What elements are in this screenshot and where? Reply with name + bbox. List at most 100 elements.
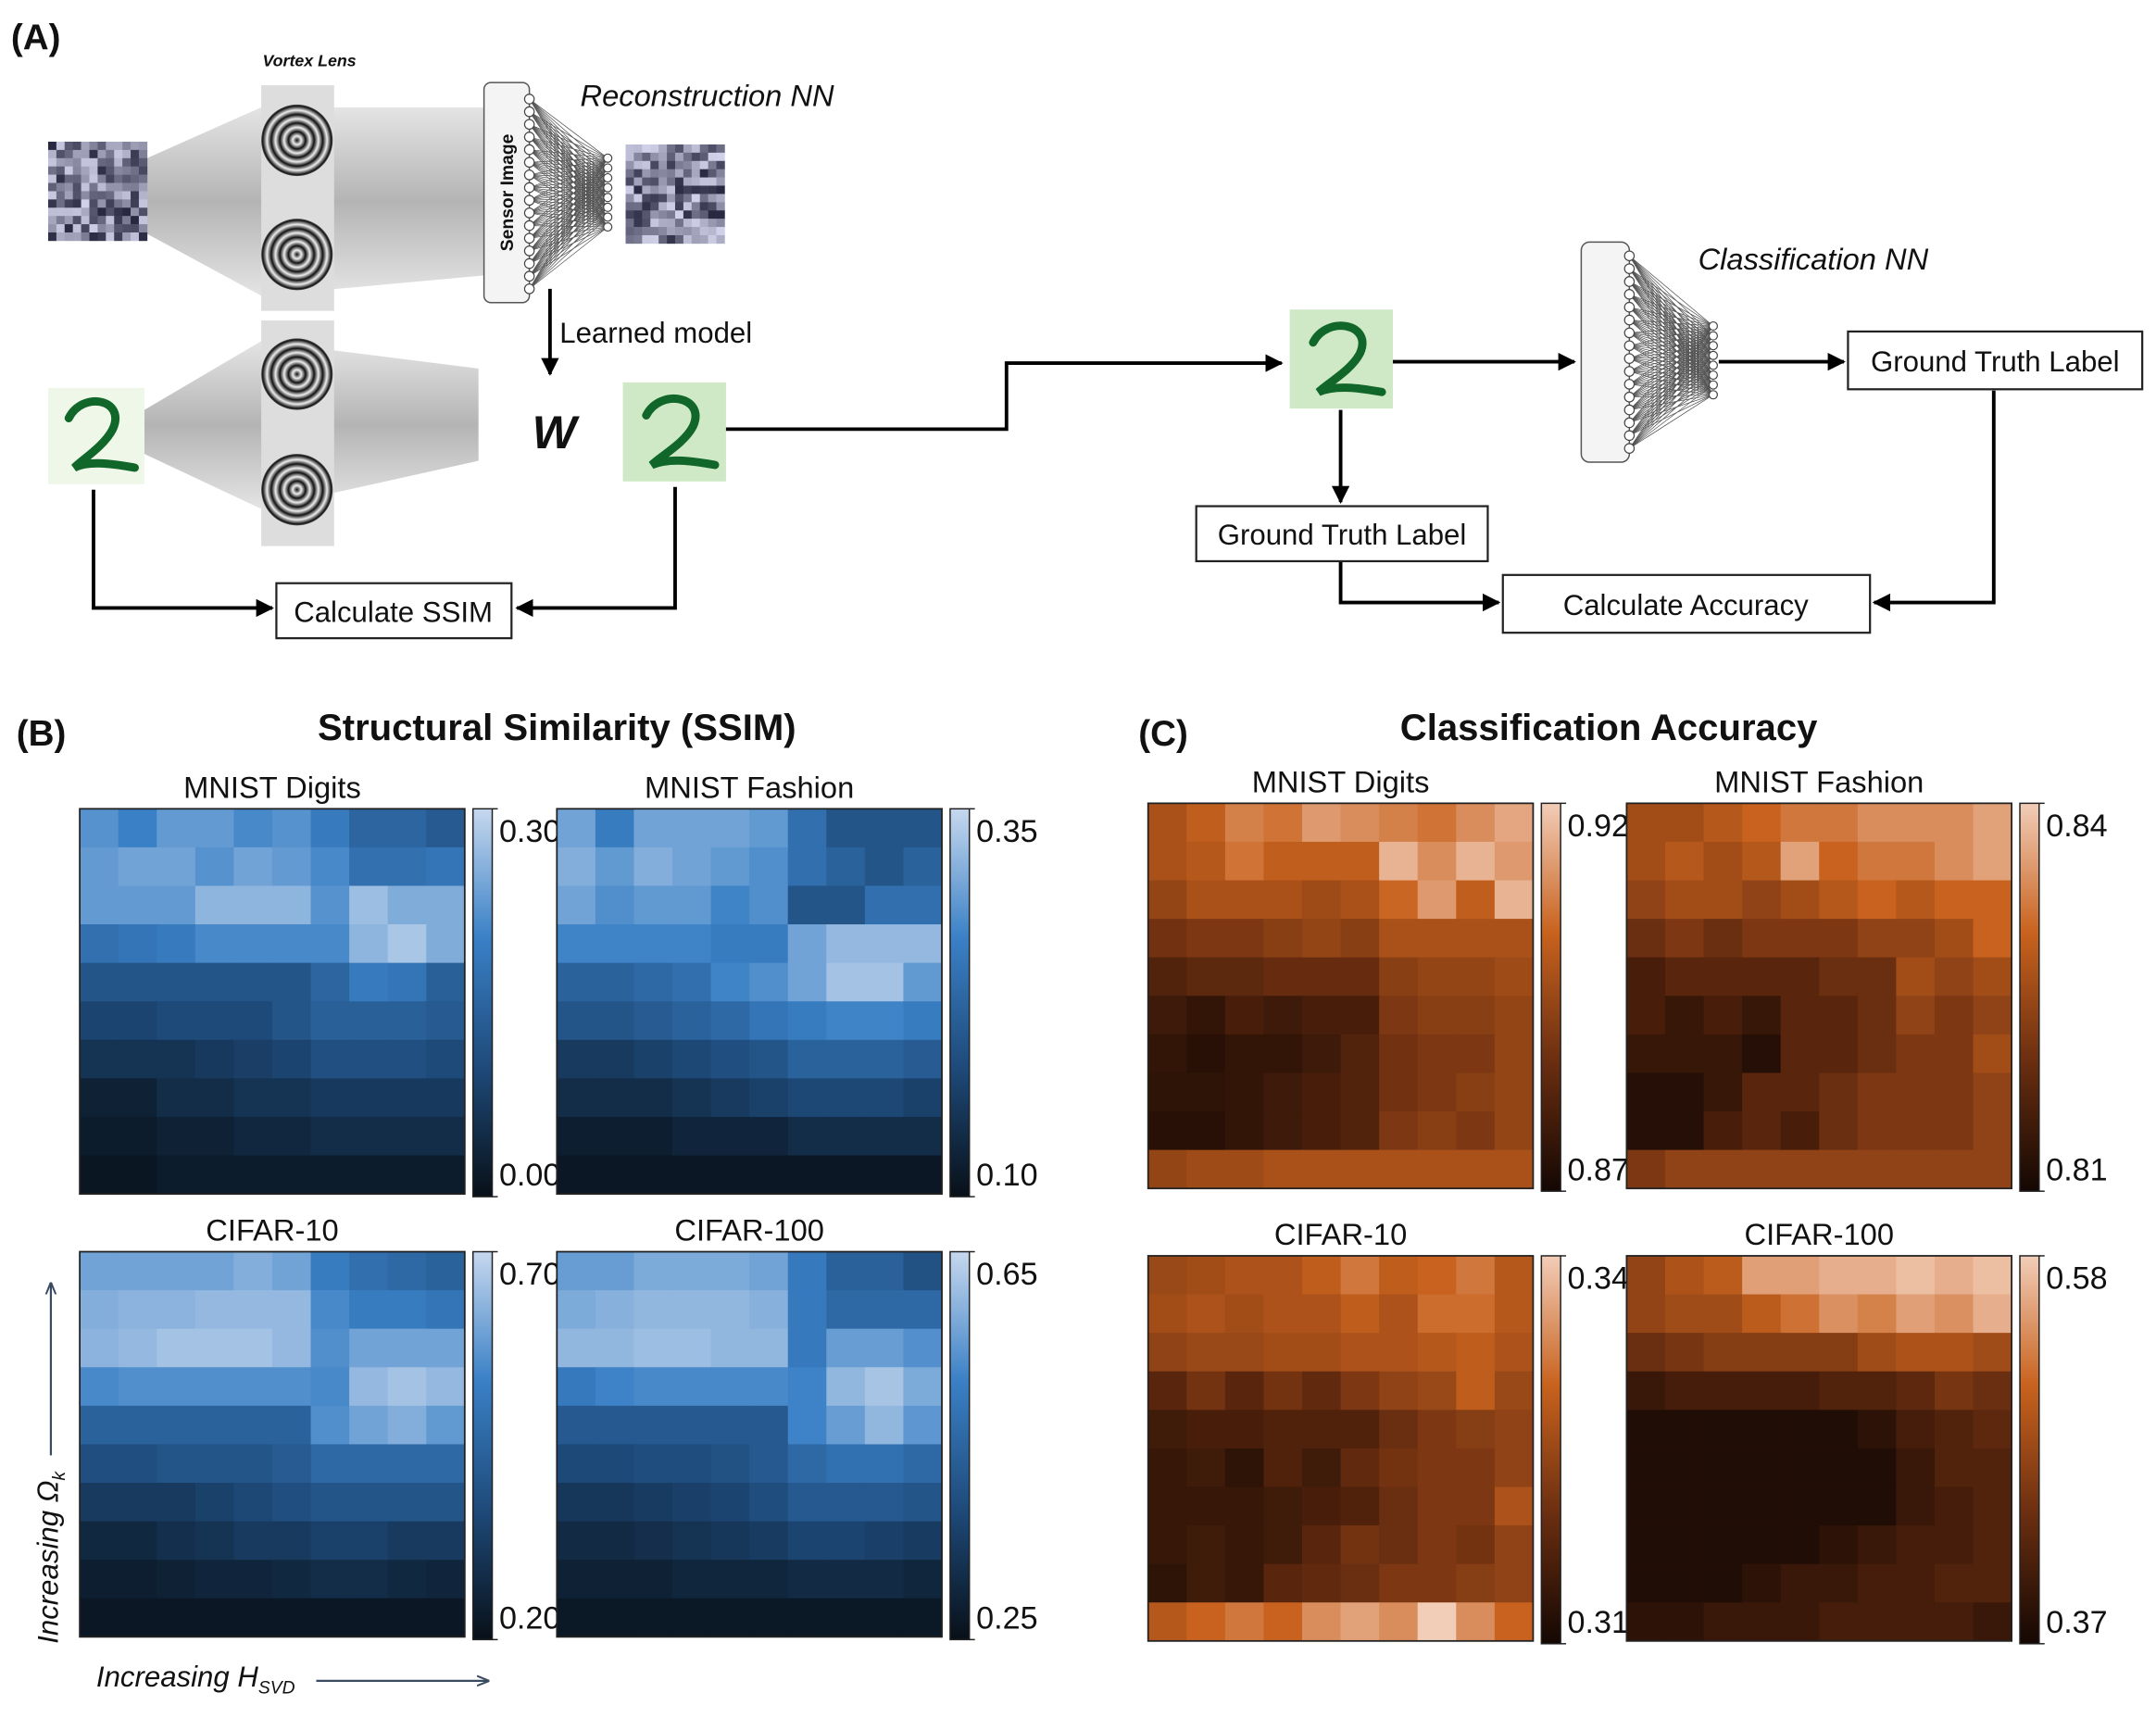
- heatmap-cell: [271, 1001, 312, 1041]
- heatmap-cell: [426, 924, 466, 964]
- heatmap-cell: [1896, 957, 1936, 997]
- heatmap-cell: [864, 1483, 905, 1523]
- heatmap-cell: [1494, 1111, 1535, 1151]
- connection: [529, 157, 608, 226]
- noise-pixel: [64, 182, 73, 192]
- heatmap-cell: [595, 924, 635, 964]
- noise-pixel: [56, 141, 66, 151]
- noise-pixel: [716, 144, 725, 154]
- heatmap-cell: [1379, 1525, 1419, 1565]
- heatmap-cell: [310, 1001, 350, 1041]
- noise-pixel: [699, 219, 708, 228]
- heatmap-cell: [1456, 1410, 1496, 1449]
- heatmap-cell: [1456, 1602, 1496, 1642]
- heatmap-cell: [1742, 957, 1782, 997]
- heatmap-cell: [864, 1521, 905, 1561]
- neuron: [523, 106, 535, 118]
- noise-pixel: [683, 152, 693, 162]
- noise-pixel: [114, 182, 123, 192]
- noise-pixel: [97, 149, 107, 159]
- noise-pixel: [97, 216, 107, 225]
- heatmap-cell: [194, 1367, 234, 1407]
- noise-pixel: [81, 157, 90, 168]
- heatmap-cell: [1742, 1486, 1782, 1526]
- heatmap-cell: [1302, 1072, 1342, 1112]
- heatmap-cell: [387, 1560, 427, 1599]
- noise-pixel: [122, 224, 132, 233]
- heatmap-cell: [233, 924, 273, 964]
- heatmap-cell: [1819, 996, 1859, 1035]
- noise-pixel: [625, 202, 634, 211]
- heatmap-cell: [233, 1521, 273, 1561]
- heatmap-cell: [1302, 1294, 1342, 1334]
- heatmap-cell: [710, 846, 750, 887]
- heatmap-cell: [194, 1001, 234, 1041]
- heatmap-cell: [826, 1290, 866, 1330]
- heatmap-cell: [1147, 1072, 1187, 1112]
- heatmap-cell: [1302, 1034, 1342, 1074]
- neuron: [1623, 443, 1636, 454]
- heatmap-cell: [1664, 957, 1705, 997]
- heatmap-cell: [1186, 996, 1226, 1035]
- heatmap-cell: [387, 1039, 427, 1079]
- neuron: [523, 207, 535, 219]
- noise-pixel: [683, 185, 693, 194]
- heatmap-cell: [1263, 919, 1303, 959]
- noise-pixel: [89, 174, 98, 183]
- heatmap-cell: [633, 1521, 673, 1561]
- heatmap-cell: [157, 1078, 196, 1118]
- heatmap-cell: [633, 1328, 673, 1368]
- heatmap-cell: [1664, 1602, 1705, 1642]
- heatmap-cell: [118, 962, 157, 1002]
- noise-pixel: [138, 149, 148, 159]
- heatmap-cell: [387, 1078, 427, 1118]
- noise-pixel: [667, 177, 676, 186]
- heatmap-cell: [826, 1116, 866, 1157]
- heatmap-cell: [1379, 1034, 1419, 1074]
- heatmap-cell: [1302, 957, 1342, 997]
- heatmap-cell: [1896, 1448, 1936, 1488]
- heatmap-cell: [1742, 1525, 1782, 1565]
- heatmap-cell: [194, 1598, 234, 1637]
- heatmap-cell: [1896, 880, 1936, 920]
- heatmap-cell: [271, 962, 312, 1002]
- heatmap-cell: [787, 962, 827, 1002]
- heatmap-cell: [118, 1001, 157, 1041]
- noise-pixel: [47, 149, 57, 159]
- heatmap-cell: [426, 885, 466, 925]
- noise-pixel: [691, 210, 701, 219]
- connection: [529, 207, 608, 277]
- heatmap-cell: [710, 1405, 750, 1446]
- heatmap-cell: [1417, 1072, 1457, 1112]
- heatmap-cell: [233, 1328, 273, 1368]
- heatmap-cell: [864, 1116, 905, 1157]
- heatmap-cell: [749, 1367, 789, 1407]
- noise-pixel: [114, 174, 123, 183]
- heatmap-cell: [310, 962, 350, 1002]
- heatmap-cell: [1302, 1333, 1342, 1373]
- network: [523, 94, 613, 295]
- heatmap-cell: [1703, 1448, 1743, 1488]
- heatmap-cell: [557, 1405, 596, 1446]
- heatmap-cell: [1742, 996, 1782, 1035]
- heatmap-cell: [864, 962, 905, 1002]
- heatmap-cell: [1302, 919, 1342, 959]
- connection: [1629, 365, 1714, 423]
- heatmap-cell: [633, 1290, 673, 1330]
- heatmap-cell: [80, 924, 119, 964]
- heatmap-cell: [1626, 1563, 1666, 1603]
- noise-pixel: [667, 234, 676, 245]
- heatmap-cell: [233, 1560, 273, 1599]
- heatmap-cell: [1263, 1486, 1303, 1526]
- connection: [1629, 384, 1714, 423]
- heatmap-cell: [1224, 1034, 1265, 1074]
- heatmap-cell: [1147, 1111, 1187, 1151]
- noise-pixel: [642, 234, 651, 245]
- heatmap-cell: [1934, 1294, 1974, 1334]
- heatmap-cell: [1857, 1149, 1897, 1189]
- noise-pixel: [691, 144, 701, 154]
- heatmap-cell: [1494, 803, 1535, 843]
- noise-pixel: [625, 185, 634, 194]
- heatmap-cell: [271, 1290, 312, 1330]
- heatmap-cell: [194, 1521, 234, 1561]
